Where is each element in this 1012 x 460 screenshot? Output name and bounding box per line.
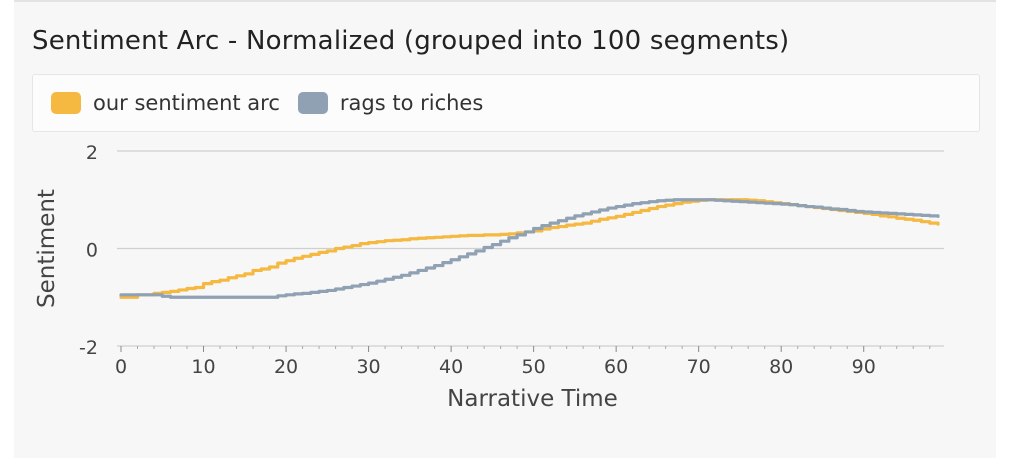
x-tick-label: 20	[274, 356, 298, 378]
x-tick-label: 0	[115, 356, 127, 378]
x-axis-label: Narrative Time	[447, 386, 618, 412]
legend-item-our-sentiment-arc[interactable]: our sentiment arc	[51, 91, 280, 115]
x-tick-label: 40	[439, 356, 463, 378]
y-tick-label: 2	[86, 142, 98, 164]
legend-swatch-rags-to-riches	[297, 92, 328, 114]
legend-item-rags-to-riches[interactable]: rags to riches	[297, 91, 484, 115]
x-tick-label: 80	[769, 356, 793, 378]
x-tick-label: 60	[604, 356, 628, 378]
series-line-rags-to-riches	[119, 198, 940, 299]
y-tick-label: -2	[79, 337, 98, 359]
y-axis-label: Sentiment	[34, 189, 60, 308]
x-tick-label: 70	[687, 356, 711, 378]
chart-legend: our sentiment arc rags to riches	[32, 74, 980, 132]
x-tick-label: 30	[356, 356, 380, 378]
chart-title: Sentiment Arc - Normalized (grouped into…	[32, 26, 790, 56]
chart-card: Sentiment Arc - Normalized (grouped into…	[14, 0, 996, 458]
legend-swatch-our-sentiment-arc	[51, 92, 81, 114]
x-tick-label: 10	[191, 356, 215, 378]
legend-label-our-sentiment-arc: our sentiment arc	[93, 91, 280, 115]
x-tick-label: 90	[852, 356, 876, 378]
legend-label-rags-to-riches: rags to riches	[339, 91, 484, 115]
y-tick-label: 0	[86, 240, 98, 262]
x-tick-label: 50	[522, 356, 546, 378]
